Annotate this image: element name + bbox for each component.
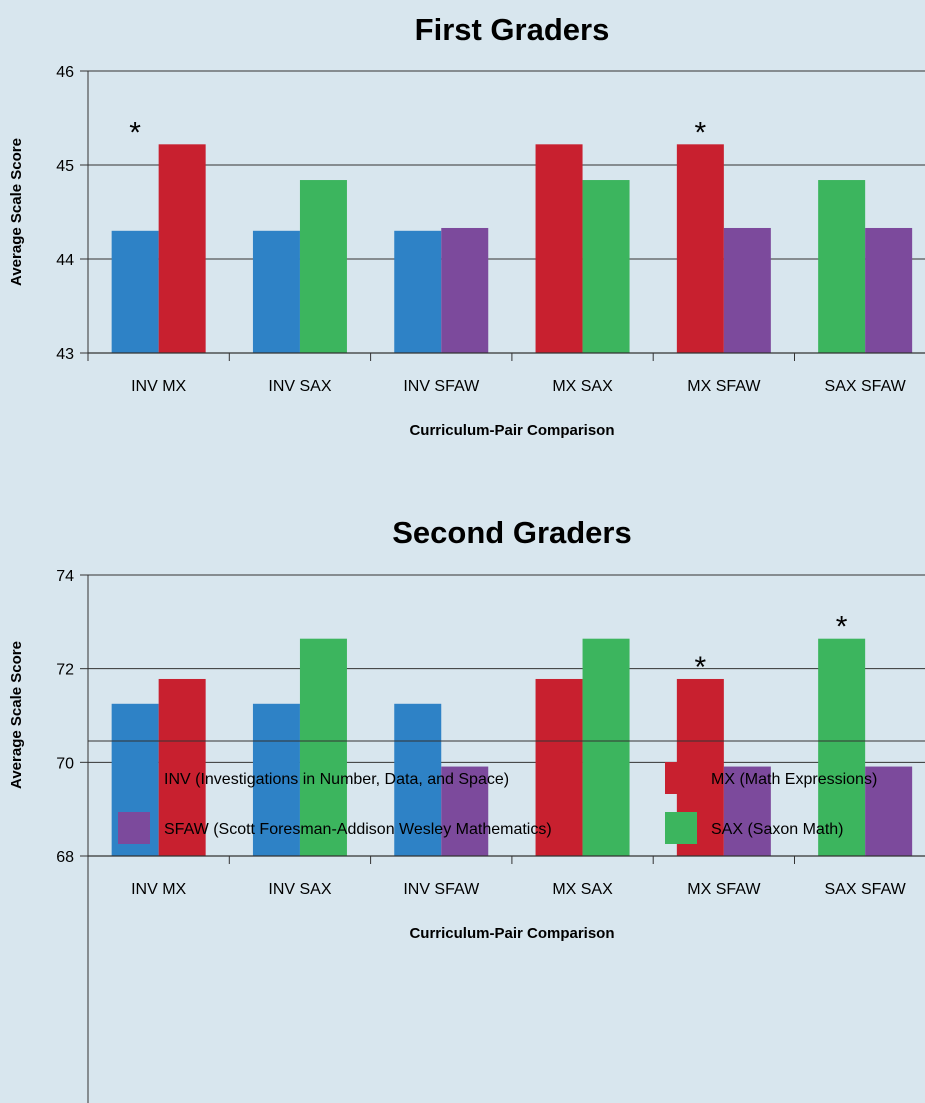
bar-sax-sfaw-sfaw bbox=[865, 227, 913, 353]
category-label: INV SAX bbox=[268, 881, 331, 898]
bar-inv-sfaw-sfaw bbox=[441, 766, 489, 856]
legend-item-inv: INV (Investigations in Number, Data, and… bbox=[118, 762, 509, 794]
bar-sax-sfaw-sax bbox=[818, 638, 866, 856]
bar-inv-sax-inv bbox=[252, 703, 300, 856]
x-axis-title: Curriculum-Pair Comparison bbox=[409, 422, 614, 439]
bar-mx-sax-mx bbox=[535, 144, 583, 353]
category-label: INV MX bbox=[131, 378, 186, 395]
y-axis-title: Average Scale Score bbox=[8, 641, 25, 789]
bar-mx-sfaw-sfaw bbox=[723, 766, 771, 856]
bar-inv-sfaw-sfaw bbox=[441, 227, 489, 353]
charts: First Graders 43 44 45 46 INV MX INV SAX INV SF… bbox=[8, 12, 925, 942]
legend-label-mx: MX (Math Expressions) bbox=[711, 771, 877, 788]
legend: INV (Investigations in Number, Data, and… bbox=[87, 740, 925, 1103]
x-axis-title: Curriculum-Pair Comparison bbox=[409, 925, 614, 942]
y-tick-label: 72 bbox=[56, 662, 74, 679]
bar-inv-sfaw-inv bbox=[394, 703, 442, 856]
y-tick-label: 45 bbox=[56, 158, 74, 175]
bar-mx-sax-sax bbox=[582, 638, 630, 856]
y-tick-label: 70 bbox=[56, 755, 74, 772]
category-label: MX SFAW bbox=[687, 378, 761, 395]
legend-swatch-inv bbox=[118, 762, 150, 794]
y-tick-label: 43 bbox=[56, 346, 74, 363]
y-tick-label: 68 bbox=[56, 849, 74, 866]
bar-inv-sax-sax bbox=[299, 638, 347, 856]
bar-inv-mx-inv bbox=[111, 230, 159, 353]
bar-mx-sax-mx bbox=[535, 678, 583, 856]
significance-asterisk: * bbox=[695, 651, 707, 684]
bar-inv-mx-mx bbox=[158, 678, 206, 856]
y-axis-title: Average Scale Score bbox=[8, 138, 25, 286]
legend-label-sfaw: SFAW (Scott Foresman-Addison Wesley Math… bbox=[164, 821, 552, 838]
legend-item-mx: MX (Math Expressions) bbox=[665, 762, 877, 794]
legend-swatch-mx bbox=[665, 762, 697, 794]
y-tick-label: 46 bbox=[56, 64, 74, 81]
category-label: INV SFAW bbox=[403, 881, 480, 898]
category-label: MX SAX bbox=[552, 881, 613, 898]
y-tick-label: 44 bbox=[56, 252, 74, 269]
bar-mx-sfaw-sfaw bbox=[723, 227, 771, 353]
bar-sax-sfaw-sax bbox=[818, 180, 866, 353]
y-tick-label: 74 bbox=[56, 568, 74, 585]
bar-sax-sfaw-sfaw bbox=[865, 766, 913, 856]
category-label: INV SFAW bbox=[403, 378, 480, 395]
category-label: INV MX bbox=[131, 881, 186, 898]
legend-item-sfaw: SFAW (Scott Foresman-Addison Wesley Math… bbox=[118, 812, 552, 844]
bar-inv-mx-mx bbox=[158, 144, 206, 353]
chart-first-graders: First Graders 43 44 45 46 INV MX INV SAX INV SF… bbox=[8, 12, 925, 439]
bar-mx-sfaw-mx bbox=[676, 144, 724, 353]
significance-asterisk: * bbox=[836, 611, 848, 644]
legend-label-sax: SAX (Saxon Math) bbox=[711, 821, 844, 838]
category-label: MX SFAW bbox=[687, 881, 761, 898]
legend-frame bbox=[87, 740, 925, 1103]
bar-inv-sfaw-inv bbox=[394, 230, 442, 353]
legend-item-sax: SAX (Saxon Math) bbox=[665, 812, 844, 844]
chart-title: First Graders bbox=[415, 12, 610, 47]
bar-inv-sax-sax bbox=[299, 180, 347, 353]
bar-inv-sax-inv bbox=[252, 230, 300, 353]
chart-title: Second Graders bbox=[392, 515, 631, 550]
bar-mx-sax-sax bbox=[582, 180, 630, 353]
legend-swatch-sax bbox=[665, 812, 697, 844]
significance-asterisk: * bbox=[695, 116, 707, 149]
category-label: SAX SFAW bbox=[825, 881, 907, 898]
significance-asterisk: * bbox=[129, 116, 141, 149]
category-label: SAX SFAW bbox=[825, 378, 907, 395]
category-label: INV SAX bbox=[268, 378, 331, 395]
legend-swatch-sfaw bbox=[118, 812, 150, 844]
category-label: MX SAX bbox=[552, 378, 613, 395]
chart-second-graders: Second Graders 68 70 72 74 INV MX INV SAX INV S… bbox=[8, 515, 925, 942]
legend-label-inv: INV (Investigations in Number, Data, and… bbox=[164, 771, 509, 788]
